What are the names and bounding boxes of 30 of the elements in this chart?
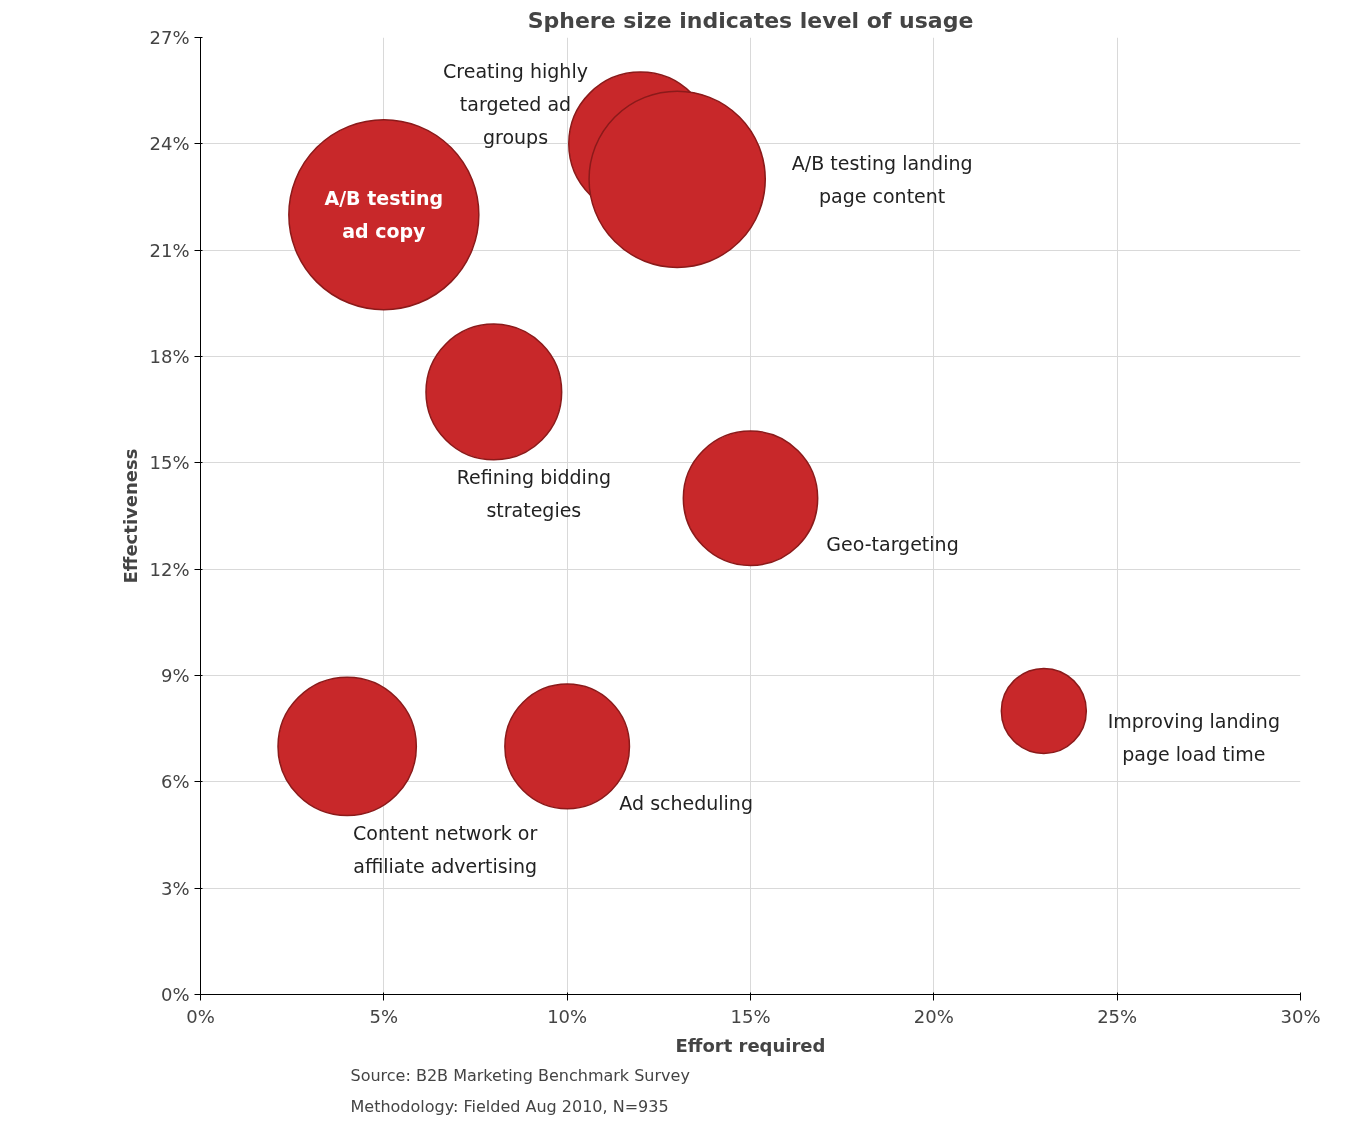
y-tick-label: 3% [160, 877, 190, 899]
x-tick-label: 20% [913, 1005, 954, 1027]
series-label: Ad scheduling [619, 792, 753, 815]
y-tick-label: 18% [149, 346, 190, 367]
chart-title: Sphere size indicates level of usage [527, 7, 974, 33]
y-tick-label: 0% [160, 984, 190, 1005]
y-tick-label: 9% [160, 665, 190, 686]
series-label: Creating highly targeted ad groups [443, 59, 588, 148]
y-tick-label: 12% [149, 558, 190, 580]
x-tick-label: 0% [186, 1005, 215, 1027]
series-label: A/B testing landing page content [791, 151, 973, 207]
x-tick-label: 15% [730, 1005, 771, 1027]
x-tick-label: 5% [369, 1005, 399, 1027]
x-tick-label: 10% [547, 1005, 588, 1027]
series-label: Content network or affiliate advertising [353, 821, 538, 877]
x-axis-title: Effort required [675, 1034, 826, 1056]
y-axis-title: Effectiveness [120, 448, 142, 584]
text: Methodology: Fielded Aug 2010, N=935 [350, 1096, 669, 1116]
y-tick-label: 6% [160, 771, 190, 793]
y-tick-label: 15% [149, 452, 190, 474]
y-tick-label: 27% [149, 27, 190, 48]
y-tick-label: 21% [149, 239, 190, 261]
source-note: Source: B2B Marketing Benchmark Survey [350, 1065, 690, 1085]
x-tick-label: 25% [1097, 1005, 1138, 1027]
series-label: Geo-targeting [826, 533, 959, 556]
y-tick-label: 24% [149, 133, 190, 155]
series-label: Improving landing page load time [1107, 710, 1280, 766]
series-label: Refining bidding strategies [456, 466, 611, 522]
series-label: A/B testing ad copy [324, 187, 444, 243]
x-tick-label: 30% [1280, 1005, 1321, 1027]
